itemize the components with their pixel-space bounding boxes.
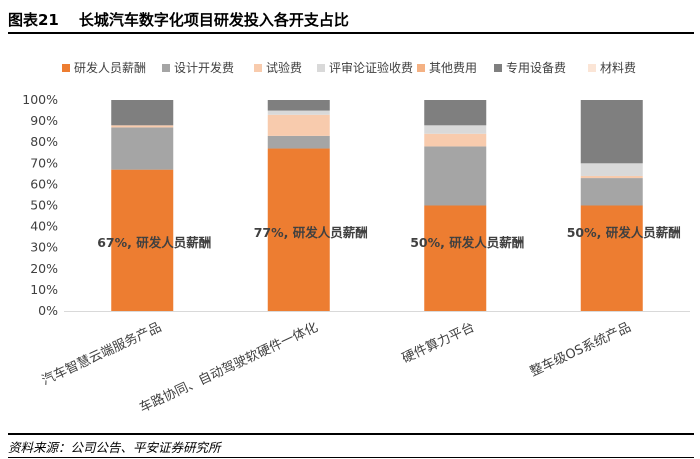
legend-label: 材料费 (600, 61, 636, 75)
figure-title-bar: 图表21 长城汽车数字化项目研发投入各开支占比 (8, 6, 694, 34)
bar-segment (267, 114, 330, 136)
legend-swatch (162, 64, 170, 72)
x-category-label: 硬件算力平台 (400, 320, 477, 367)
legend-label: 专用设备费 (506, 60, 566, 75)
figure-number: 图表21 (8, 10, 59, 29)
bar-segment (424, 133, 487, 147)
data-label: 50%, 研发人员薪酬 (567, 225, 681, 240)
legend-label: 试验费 (266, 60, 302, 75)
y-tick-label: 100% (22, 92, 58, 107)
legend-label: 评审论证验收费 (329, 60, 413, 75)
bar-segment (267, 135, 330, 149)
y-tick-label: 80% (30, 134, 58, 149)
bar-segment (424, 146, 487, 206)
y-tick-label: 10% (30, 282, 58, 297)
legend-swatch (494, 64, 502, 72)
legend-swatch (254, 64, 262, 72)
bar-segment (580, 205, 643, 311)
stacked-bar-chart: 研发人员薪酬 设计开发费 试验费 评审论证验收费 其他费用 专用设备费 材料费 0% 10% 20… (22, 60, 690, 416)
legend-label: 设计开发费 (174, 60, 234, 75)
legend-swatch (317, 64, 325, 72)
x-category-label: 整车级OS系统产品 (527, 319, 633, 380)
data-label: 77%, 研发人员薪酬 (254, 225, 368, 240)
legend-label: 研发人员薪酬 (74, 60, 146, 75)
bar-segment (111, 125, 174, 128)
y-tick-label: 50% (30, 198, 58, 213)
y-tick-label: 40% (30, 219, 58, 234)
y-tick-label: 70% (30, 155, 58, 170)
y-tick-label: 20% (30, 261, 58, 276)
bar-segment (111, 100, 174, 126)
source-bar: 资料来源：公司公告、平安证券研究所 (8, 433, 694, 458)
data-label: 50%, 研发人员薪酬 (410, 235, 524, 250)
y-tick-label: 60% (30, 176, 58, 191)
y-tick-label: 90% (30, 113, 58, 128)
legend-swatch (588, 64, 596, 72)
bar-segment (267, 148, 330, 311)
data-label: 67%, 研发人员薪酬 (97, 235, 211, 250)
figure-title: 长城汽车数字化项目研发投入各开支占比 (78, 10, 349, 29)
legend-label: 其他费用 (429, 61, 477, 75)
bar-segment (424, 100, 487, 126)
x-category-label: 车路协同、自动驾驶软硬件一体化 (137, 319, 321, 416)
bar-segment (424, 205, 487, 311)
bar-segment (580, 163, 643, 176)
bar-segment (580, 178, 643, 206)
bar-segment (580, 100, 643, 164)
source-note: 资料来源：公司公告、平安证券研究所 (8, 439, 221, 455)
legend-swatch (62, 64, 70, 72)
x-category-label: 汽车智慧云端服务产品 (39, 319, 164, 388)
y-tick-label: 30% (30, 240, 58, 255)
bar-segment (267, 110, 330, 115)
bar-segment (111, 127, 174, 170)
bar-segment (111, 169, 174, 311)
bar-segment (580, 175, 643, 179)
bar-segment (267, 100, 330, 111)
y-tick-label: 0% (38, 303, 58, 318)
legend-swatch (417, 64, 425, 72)
bar-segment (424, 125, 487, 134)
